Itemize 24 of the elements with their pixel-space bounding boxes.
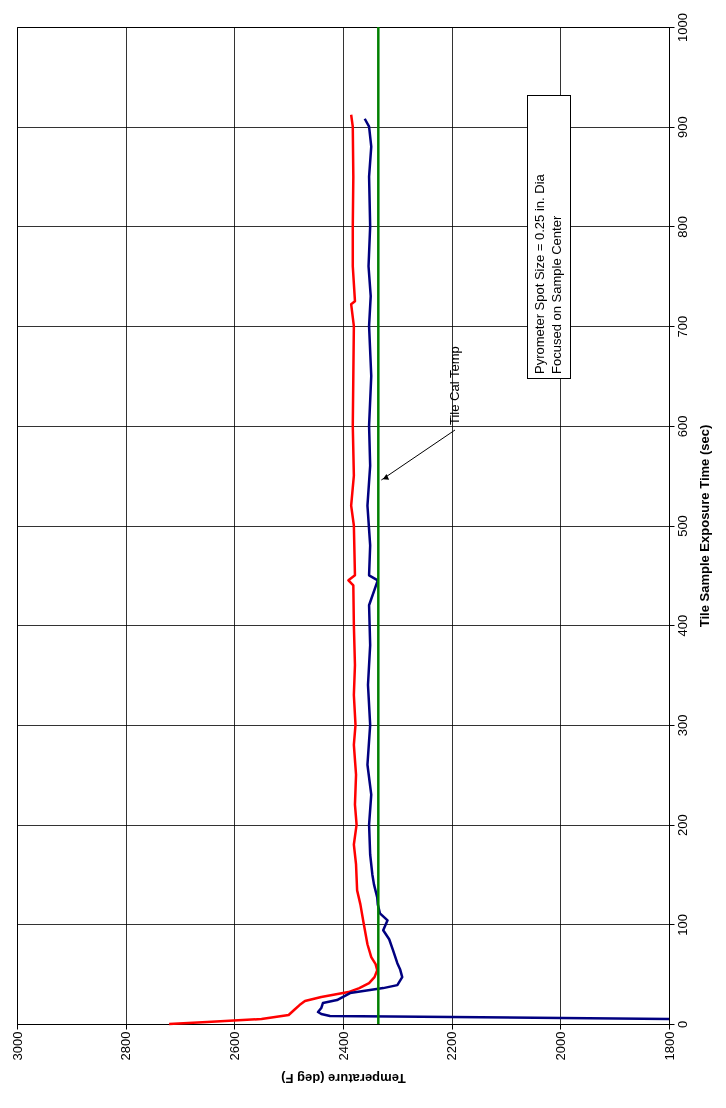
y-tick-label: 200 xyxy=(674,814,690,836)
y-tick-label: 700 xyxy=(674,315,690,338)
y-tick-label: 1000 xyxy=(674,13,690,42)
x-tick-label: 2200 xyxy=(444,1031,460,1061)
x-tick-label: 2000 xyxy=(552,1031,568,1061)
line-series xyxy=(316,117,671,1021)
line-series xyxy=(167,113,379,1026)
y-tick-label: 0 xyxy=(674,1020,690,1029)
x-axis-title: Temperature (deg F) xyxy=(281,1071,406,1087)
y-tick-label: 300 xyxy=(674,714,690,737)
y-tick-label: 400 xyxy=(674,614,690,637)
x-tick-label: 2800 xyxy=(118,1031,134,1061)
ref-line-label: Tile Cal Temp xyxy=(447,346,462,425)
x-tick-label: 2400 xyxy=(335,1031,351,1061)
y-axis-title: Tile Sample Exposure Time (sec) xyxy=(696,424,712,628)
y-tick-label: 100 xyxy=(674,913,690,936)
y-tick-label: 800 xyxy=(674,216,690,238)
note-box: Pyrometer Spot Size = 0.25 in. Dia Focused on Sample Center xyxy=(527,95,571,379)
y-tick-label: 600 xyxy=(674,415,690,438)
x-tick-label: 1800 xyxy=(661,1031,677,1061)
x-tick-label: 3000 xyxy=(9,1031,25,1061)
y-tick-label: 900 xyxy=(674,116,690,139)
y-tick-label: 500 xyxy=(674,515,690,537)
x-tick-label: 2600 xyxy=(226,1031,242,1061)
